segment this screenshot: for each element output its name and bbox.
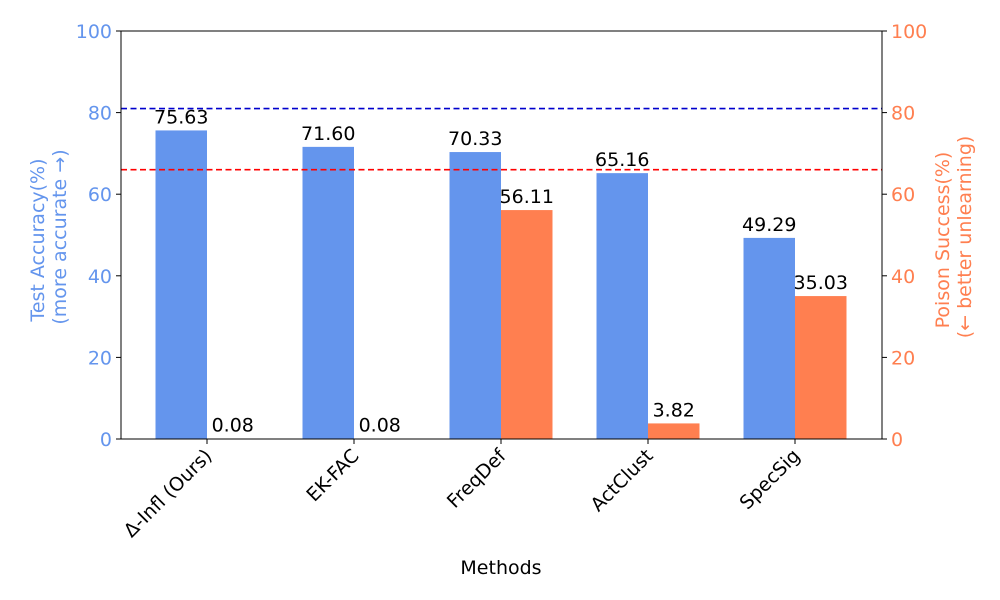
left-y-tick-label: 40: [88, 266, 112, 288]
accuracy-bar: [743, 237, 795, 439]
accuracy-bar: [596, 173, 648, 439]
right-axis-group: 0 20 40 60 80 100: [882, 21, 927, 451]
right-axis-label-line1: Poison Success(%): [932, 152, 954, 329]
poison-bar: [501, 210, 553, 439]
left-axis-label: Test Accuracy(%) (more accurate →): [27, 149, 71, 324]
left-y-tick-label: 20: [88, 347, 112, 369]
right-axis-label: Poison Success(%) (← better unlearning): [932, 136, 976, 339]
accuracy-bar-label: 49.29: [742, 214, 796, 236]
poison-bar-label: 56.11: [500, 186, 554, 208]
right-y-tick-label: 40: [891, 266, 915, 288]
bars-group: [155, 130, 847, 440]
poison-bar-label: 3.82: [653, 399, 695, 421]
poison-bar-label: 0.08: [212, 415, 254, 437]
left-y-tick-label: 100: [76, 21, 112, 43]
accuracy-bar-label: 65.16: [595, 149, 649, 171]
left-y-tick-label: 80: [88, 103, 112, 125]
poison-bar-label: 35.03: [794, 272, 848, 294]
poison-bar: [648, 423, 700, 439]
x-axis-group: Δ-Infl (Ours) EK-FAC FreqDef ActClust SpecSi…: [120, 439, 805, 542]
accuracy-bar: [155, 130, 207, 439]
left-axis-label-line2: (more accurate →): [49, 149, 71, 324]
x-axis-label: Methods: [460, 557, 541, 579]
poison-bar: [795, 296, 847, 439]
right-y-tick-label: 100: [891, 21, 927, 43]
x-tick-label: Δ-Infl (Ours): [120, 445, 217, 542]
left-y-tick-label: 0: [100, 429, 112, 451]
left-axis-group: 0 20 40 60 80 100: [76, 21, 121, 451]
accuracy-bar: [302, 146, 354, 439]
x-tick-label: EK-FAC: [302, 445, 363, 506]
poison-bar-label: 0.08: [359, 415, 401, 437]
left-y-tick-label: 60: [88, 184, 112, 206]
x-tick-label: ActClust: [586, 445, 657, 516]
x-tick-label: FreqDef: [443, 444, 512, 513]
reference-lines-group: [121, 107, 882, 171]
right-y-tick-label: 80: [891, 103, 915, 125]
accuracy-bar-label: 75.63: [154, 106, 208, 128]
accuracy-bar-label: 70.33: [448, 128, 502, 150]
bar-labels-group: 75.63 0.08 71.60 0.08 70.33 56.11 65.16 3.82 49.…: [154, 106, 848, 436]
right-axis-label-line2: (← better unlearning): [954, 136, 976, 339]
left-axis-label-line1: Test Accuracy(%): [27, 158, 49, 322]
right-y-tick-label: 0: [891, 429, 903, 451]
x-tick-label: SpecSig: [735, 445, 804, 514]
right-y-tick-label: 20: [891, 347, 915, 369]
accuracy-bar: [449, 152, 501, 440]
accuracy-bar-label: 71.60: [301, 123, 355, 145]
right-y-tick-label: 60: [891, 184, 915, 206]
